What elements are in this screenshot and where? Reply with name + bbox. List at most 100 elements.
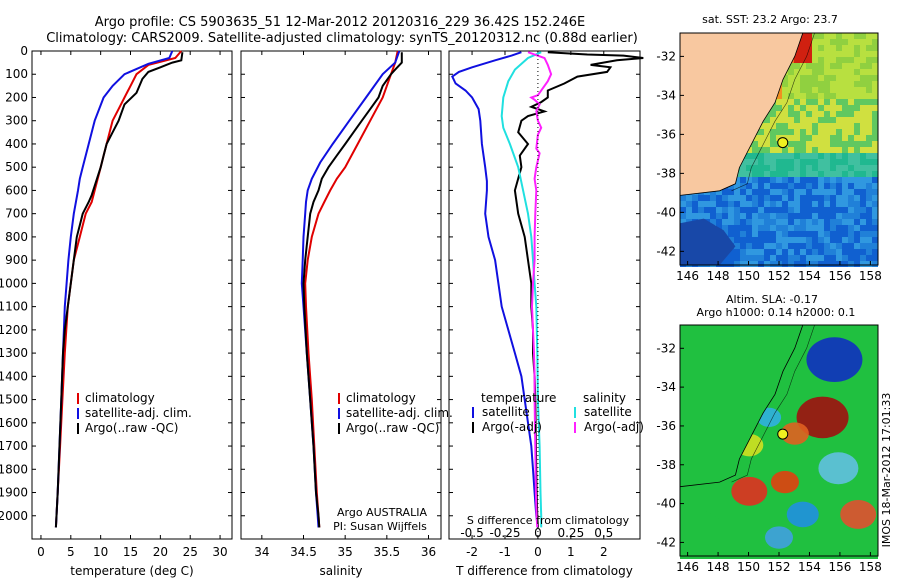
map-cell [788,493,794,499]
map-cell [680,219,686,225]
map-cell [794,123,800,129]
map-cell [770,141,776,147]
map-cell [818,117,824,123]
map-cell [782,397,788,403]
map-cell [806,141,812,147]
map-cell [794,547,800,553]
map-cell [788,111,794,117]
map-cell [860,57,866,63]
map-cell [812,529,818,535]
map-cell [806,481,812,487]
map-cell [776,117,782,123]
map-cell [854,57,860,63]
map-cell [800,135,806,141]
map-cell [794,129,800,135]
map-cell [872,349,878,355]
map-cell [782,159,788,165]
map-cell [764,171,770,177]
map-cell [788,409,794,415]
map-cell [764,153,770,159]
map-cell [836,69,842,75]
map-cell [824,189,830,195]
map-cell [782,517,788,523]
map-cell [704,487,710,493]
map-cell [806,231,812,237]
map-cell [800,93,806,99]
map-cell [746,255,752,261]
lon-tick-label: 146 [676,269,699,283]
map-cell [764,505,770,511]
map-cell [800,153,806,159]
map-cell [740,207,746,213]
map-cell [794,147,800,153]
map-cell [824,325,830,331]
map-cell [866,99,872,105]
map-cell [842,231,848,237]
map-cell [860,189,866,195]
map-cell [734,547,740,553]
map-cell [800,349,806,355]
map-cell [860,261,866,267]
map-cell [776,123,782,129]
map-cell [788,147,794,153]
map-cell [746,541,752,547]
map-cell [818,201,824,207]
map-cell [782,409,788,415]
map-cell [758,201,764,207]
map-cell [830,505,836,511]
map-cell [860,349,866,355]
map-cell [740,517,746,523]
map-cell [752,511,758,517]
map-cell [860,547,866,553]
footer-stamp: IMOS 18-Mar-2012 17:01:33 [880,393,893,548]
map-cell [770,511,776,517]
map-cell [806,123,812,129]
map-cell [824,45,830,51]
map-cell [812,379,818,385]
x-tick-label: 5 [67,545,75,559]
map-cell [788,153,794,159]
map-cell [692,195,698,201]
map-cell [722,195,728,201]
map-cell [854,493,860,499]
map-cell [698,505,704,511]
map-cell [806,207,812,213]
map-cell [764,475,770,481]
map-cell [848,201,854,207]
map-cell [722,261,728,267]
map-cell [854,331,860,337]
map-cell [836,243,842,249]
map-cell [818,219,824,225]
map-cell [830,219,836,225]
map-cell [776,243,782,249]
map-cell [764,207,770,213]
map-cell [812,123,818,129]
map-cell [866,475,872,481]
map-cell [782,445,788,451]
map-cell [866,51,872,57]
map-cell [782,195,788,201]
s-diff-tick-label: 0.25 [557,526,584,540]
map-cell [854,385,860,391]
difference-x-axis-label: T difference from climatology [455,564,633,578]
map-cell [716,213,722,219]
map-cell [836,385,842,391]
map-cell [842,391,848,397]
map-cell [722,213,728,219]
map-cell [806,171,812,177]
map-cell [812,99,818,105]
map-cell [794,51,800,57]
map-cell [854,433,860,439]
map-cell [854,159,860,165]
map-cell [854,475,860,481]
map-cell [848,87,854,93]
map-cell [872,391,878,397]
lon-tick-label: 150 [737,560,760,574]
map-cell [824,87,830,93]
map-cell [836,493,842,499]
map-cell [698,493,704,499]
map-cell [848,379,854,385]
map-cell [872,373,878,379]
map-cell [800,243,806,249]
